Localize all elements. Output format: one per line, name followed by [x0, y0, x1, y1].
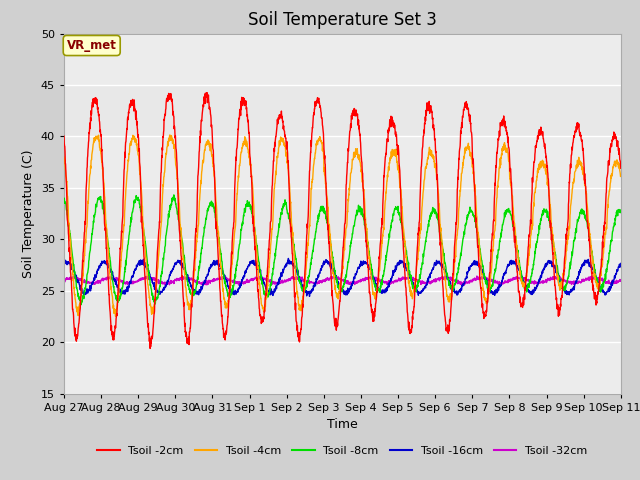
Title: Soil Temperature Set 3: Soil Temperature Set 3 — [248, 11, 437, 29]
Bar — [64, 136, 621, 188]
Text: VR_met: VR_met — [67, 39, 116, 52]
X-axis label: Time: Time — [327, 418, 358, 431]
Bar — [64, 34, 621, 85]
Y-axis label: Soil Temperature (C): Soil Temperature (C) — [22, 149, 35, 278]
Legend: Tsoil -2cm, Tsoil -4cm, Tsoil -8cm, Tsoil -16cm, Tsoil -32cm: Tsoil -2cm, Tsoil -4cm, Tsoil -8cm, Tsoi… — [93, 441, 592, 460]
Bar — [64, 240, 621, 291]
Bar — [64, 342, 621, 394]
